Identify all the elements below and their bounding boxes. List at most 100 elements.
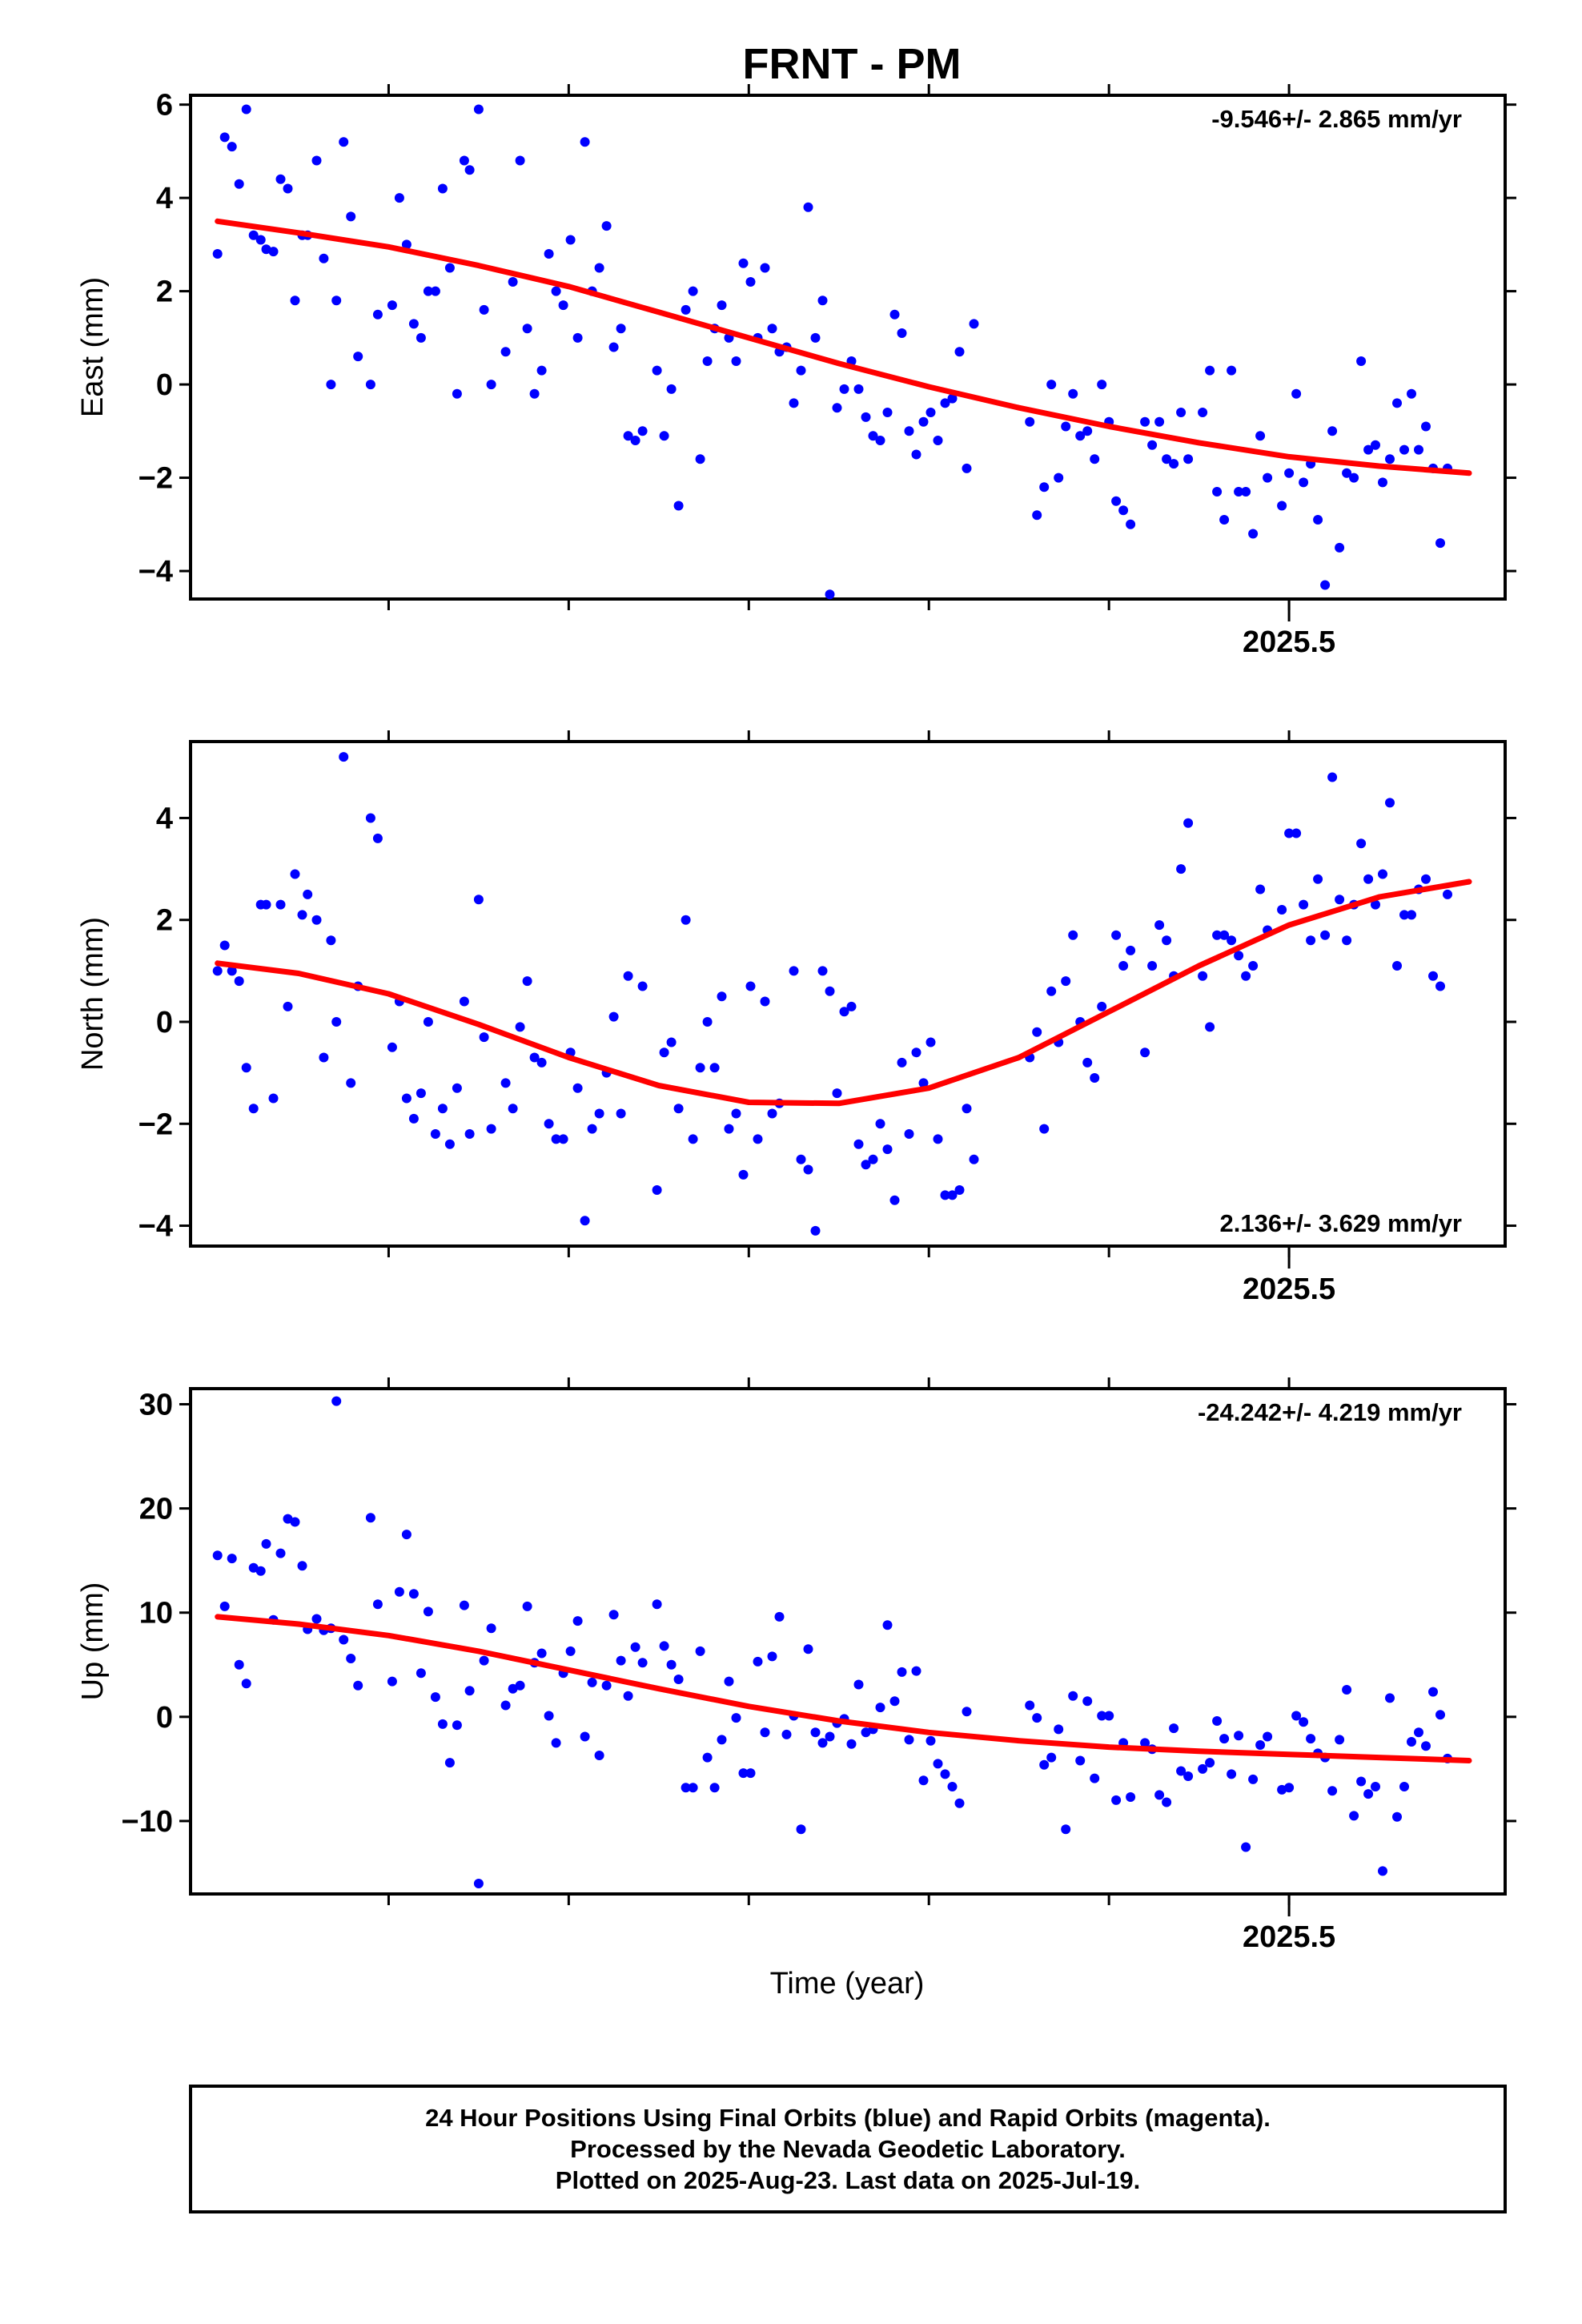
data-point <box>1342 468 1352 478</box>
data-point <box>522 324 532 334</box>
data-point <box>1299 477 1309 488</box>
data-point <box>1320 930 1331 940</box>
data-point <box>1313 515 1323 525</box>
data-point <box>695 454 705 464</box>
data-point <box>666 384 677 394</box>
data-point <box>234 179 244 189</box>
rate-annotation: 2.136+/- 3.629 mm/yr <box>1220 1209 1462 1237</box>
data-point <box>1306 1734 1316 1744</box>
data-point <box>695 1646 705 1656</box>
data-point <box>1291 828 1302 838</box>
data-point <box>1205 1022 1215 1032</box>
data-point <box>616 1108 626 1119</box>
data-point <box>1097 380 1107 390</box>
data-point <box>1126 519 1136 529</box>
data-point <box>1291 388 1302 399</box>
data-point <box>331 1396 342 1406</box>
data-point <box>437 1104 448 1114</box>
data-point <box>536 365 547 376</box>
data-point <box>486 1124 496 1134</box>
data-point <box>767 324 777 334</box>
footer-frame <box>189 2085 1507 2213</box>
fit-line <box>215 1614 1472 1763</box>
data-point <box>904 1129 914 1139</box>
data-point <box>954 347 965 357</box>
data-point <box>1162 454 1172 464</box>
data-point <box>394 193 404 203</box>
data-point <box>459 155 469 166</box>
data-point <box>1414 1727 1423 1738</box>
panel-3: −10 0 10 20 30 2025.5 Up (mm) -24.242+/- 4.219 … <box>76 1377 1516 1954</box>
data-point <box>839 1007 849 1017</box>
data-point <box>695 1063 705 1073</box>
data-point <box>904 1735 914 1745</box>
data-point <box>1407 388 1416 399</box>
data-point <box>401 1093 412 1104</box>
data-point <box>1378 477 1387 488</box>
data-point <box>1263 472 1273 483</box>
data-point <box>372 309 383 320</box>
data-point <box>311 155 322 166</box>
data-point <box>1039 1124 1050 1134</box>
data-point <box>803 202 813 212</box>
data-point <box>365 813 375 823</box>
data-point <box>1421 874 1431 884</box>
data-point <box>437 183 448 194</box>
data-point <box>544 1711 554 1721</box>
y-axis-label: Up (mm) <box>76 1582 110 1701</box>
data-point <box>947 1190 958 1200</box>
data-point <box>803 1164 813 1175</box>
data-point <box>673 1675 684 1684</box>
data-point <box>297 1561 307 1571</box>
data-point <box>673 501 684 511</box>
data-point <box>688 1134 698 1144</box>
data-point <box>1054 1724 1064 1735</box>
data-point <box>1284 468 1295 478</box>
data-point <box>962 1707 972 1717</box>
data-point <box>940 1190 950 1200</box>
data-point <box>408 1589 419 1599</box>
data-point <box>1054 472 1064 483</box>
data-point <box>926 1037 936 1047</box>
data-point <box>868 1154 878 1164</box>
y-axis-label: East (mm) <box>76 277 110 417</box>
data-point <box>387 300 397 311</box>
data-point <box>1219 1734 1230 1744</box>
data-point <box>234 976 244 987</box>
data-point <box>1205 1758 1215 1768</box>
data-point <box>594 1108 604 1119</box>
data-point <box>275 1548 286 1558</box>
y-axis-label: North (mm) <box>76 917 110 1071</box>
data-point <box>738 1768 749 1779</box>
data-point <box>608 1610 619 1620</box>
rate-annotation: -24.242+/- 4.219 mm/yr <box>1198 1398 1462 1426</box>
data-point <box>1363 1789 1374 1799</box>
data-point <box>918 1078 929 1088</box>
data-point <box>745 981 756 991</box>
data-point <box>825 589 835 600</box>
data-point <box>1320 580 1331 590</box>
data-point <box>1248 961 1259 971</box>
data-point <box>882 1144 893 1155</box>
data-point <box>1234 951 1244 961</box>
data-point <box>241 1679 251 1689</box>
data-point <box>1241 1842 1251 1852</box>
data-point <box>283 183 293 194</box>
data-point <box>601 1680 612 1691</box>
data-point <box>853 1139 864 1149</box>
data-point <box>587 1677 597 1687</box>
data-point <box>339 752 349 762</box>
data-point <box>1421 421 1431 432</box>
panel-1: −4 −2 0 2 4 6 2025.5 East (mm) -9.546+/- 2.865 m… <box>76 84 1516 659</box>
y-tick-label: −2 <box>139 1108 173 1141</box>
data-point <box>1248 529 1259 539</box>
fit-line <box>215 879 1472 1107</box>
data-point <box>437 1719 448 1729</box>
data-point <box>616 1655 626 1666</box>
data-point <box>248 230 259 240</box>
data-point <box>1090 1773 1100 1783</box>
data-point <box>731 1108 741 1119</box>
data-point <box>508 1683 518 1694</box>
data-point <box>1335 895 1345 905</box>
data-point <box>311 1614 322 1624</box>
